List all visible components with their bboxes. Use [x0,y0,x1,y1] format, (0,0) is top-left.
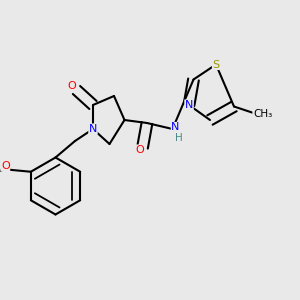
Text: N: N [171,122,180,133]
Text: O: O [68,81,76,92]
Text: S: S [212,59,220,70]
Text: O: O [135,145,144,155]
Text: H: H [175,133,182,143]
Text: N: N [185,100,193,110]
Text: CH₃: CH₃ [253,109,272,119]
Text: O: O [1,161,10,171]
Text: N: N [89,124,97,134]
